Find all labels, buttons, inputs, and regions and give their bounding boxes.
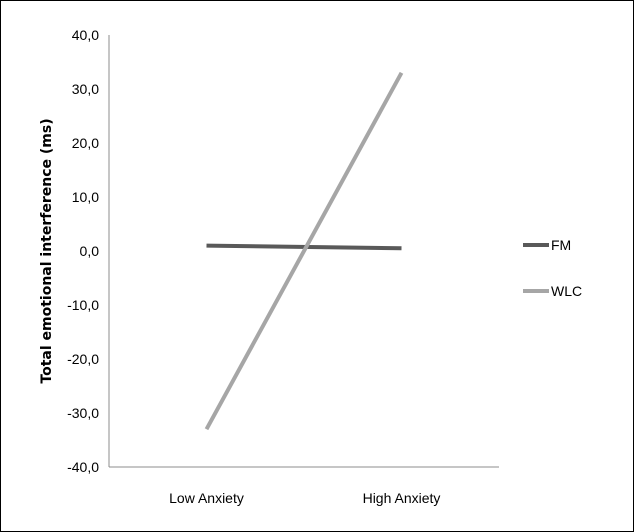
y-tick-label: 20,0 <box>72 135 99 151</box>
y-tick-labels: 40,0 30,0 20,0 10,0 0,0 -10,0 -20,0 -30,0 -40,0 <box>67 27 99 475</box>
y-tick-label: -40,0 <box>67 459 99 475</box>
y-axis-title: Total emotional interference (ms) <box>39 118 55 383</box>
axes <box>108 35 499 468</box>
y-tick-label: -20,0 <box>67 351 99 367</box>
y-tick-label: 30,0 <box>72 81 99 97</box>
legend-label-fm: FM <box>551 237 571 253</box>
series-line-wlc <box>204 71 404 431</box>
x-category-label: Low Anxiety <box>169 490 244 506</box>
y-tick-label: 0,0 <box>80 243 100 259</box>
x-category-label: High Anxiety <box>363 490 441 506</box>
y-tick-label: 40,0 <box>72 27 99 43</box>
x-category-labels: Low Anxiety High Anxiety <box>169 490 440 506</box>
series-lines <box>204 71 404 431</box>
y-tick-label: -10,0 <box>67 297 99 313</box>
y-tick-label: -30,0 <box>67 405 99 421</box>
legend: FM WLC <box>523 237 582 299</box>
y-tick-label: 10,0 <box>72 189 99 205</box>
legend-label-wlc: WLC <box>551 283 582 299</box>
